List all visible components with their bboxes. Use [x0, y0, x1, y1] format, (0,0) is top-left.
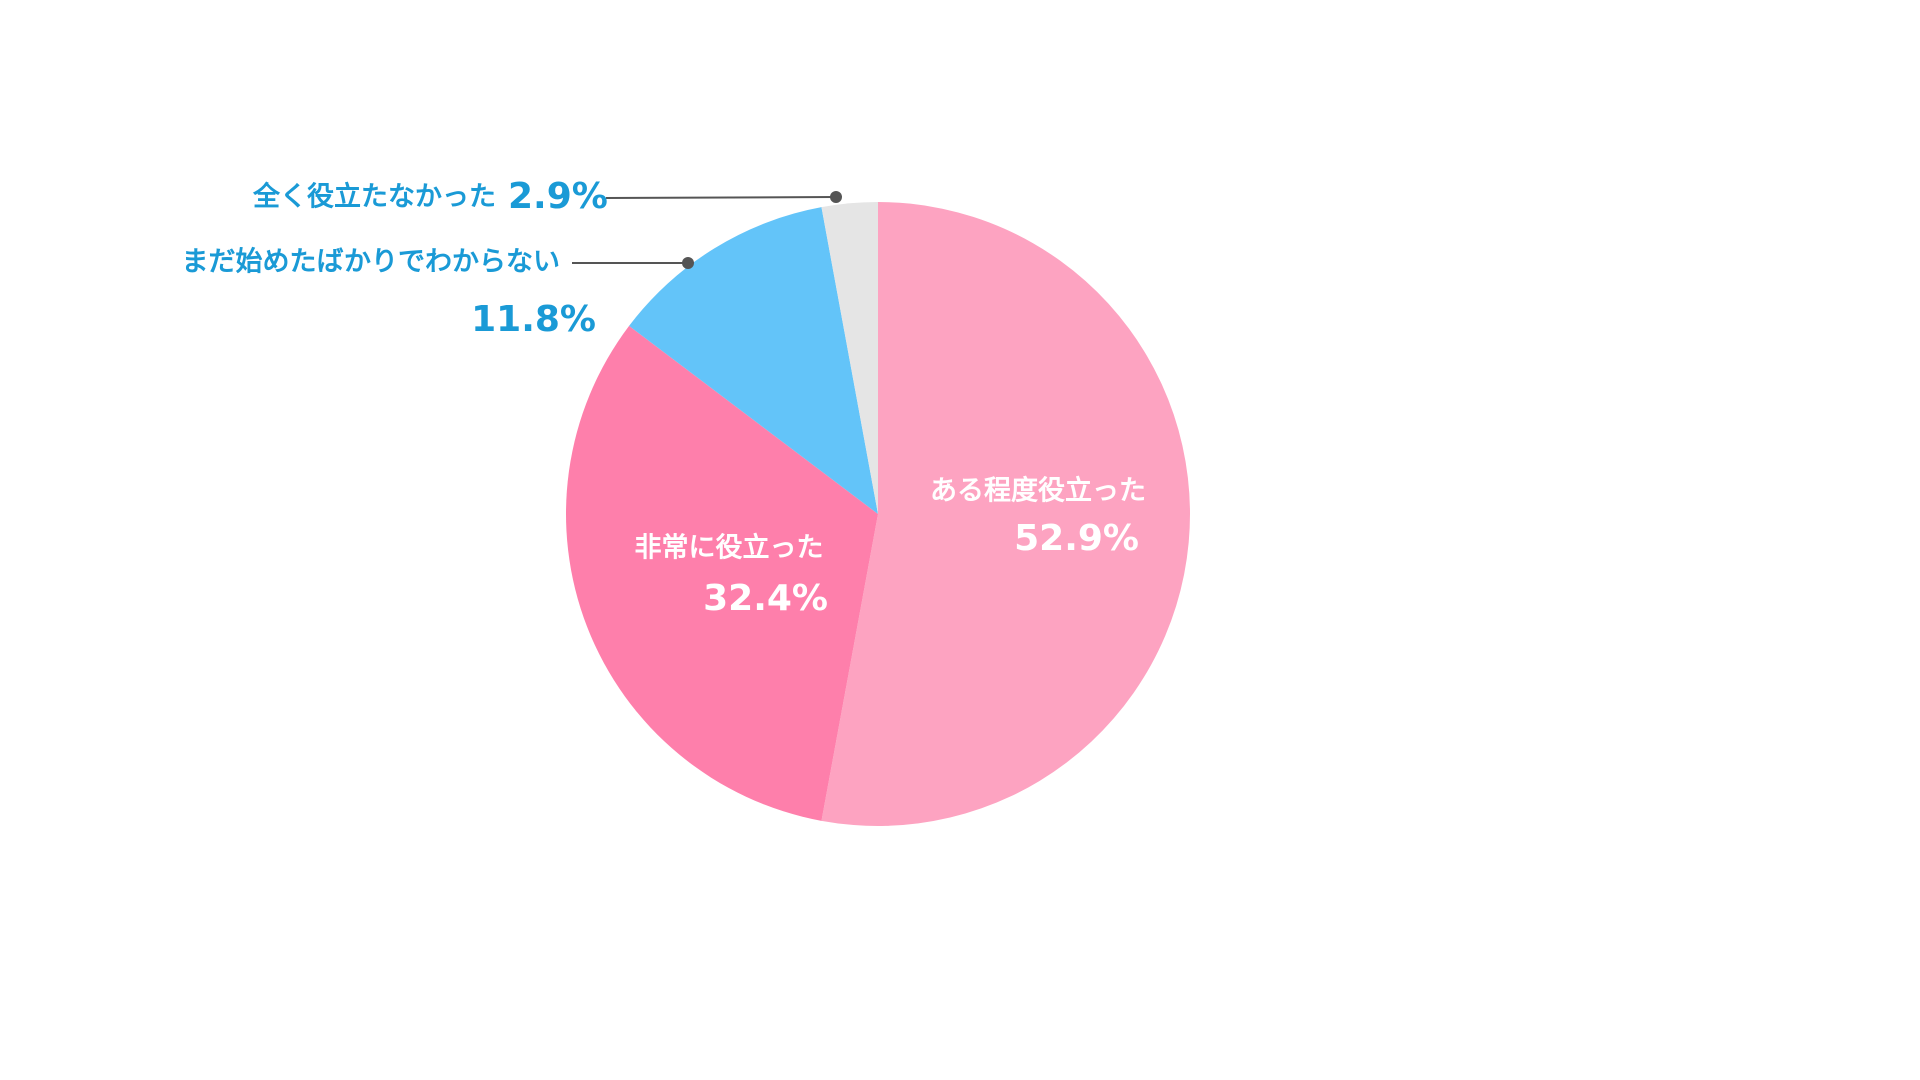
value-label: 52.9%: [1014, 518, 1139, 559]
pie-slice: [821, 202, 878, 514]
slice-label: 全く役立たなかった: [252, 181, 496, 213]
leader-dot: [830, 191, 842, 203]
leader-dot: [682, 257, 694, 269]
value-label: 11.8%: [471, 299, 596, 340]
slice-label: ある程度役立った: [930, 475, 1146, 507]
slice-label: 非常に役立った: [635, 532, 824, 564]
value-label: 2.9%: [508, 176, 608, 217]
pie-slice: [566, 325, 878, 821]
slice-label: まだ始めたばかりでわからない: [181, 246, 560, 278]
value-label: 32.4%: [703, 578, 828, 619]
pie-slice: [629, 207, 878, 514]
leader-line: [605, 196, 837, 199]
pie-slice: [821, 201, 1191, 826]
